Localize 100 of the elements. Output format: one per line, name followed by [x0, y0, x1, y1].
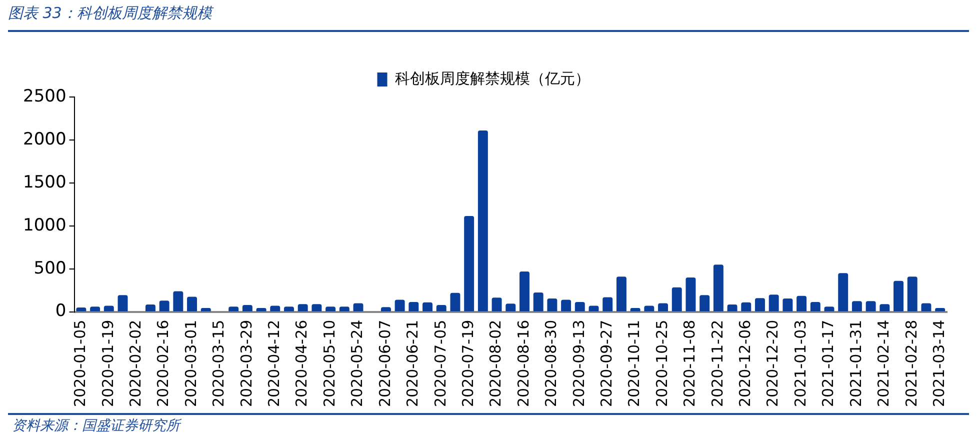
- bar: [907, 276, 918, 312]
- bar: [630, 308, 640, 312]
- bar: [326, 306, 336, 312]
- bar: [810, 302, 820, 312]
- bar: [450, 292, 460, 312]
- bar: [852, 301, 862, 312]
- bar: [187, 296, 197, 312]
- bar: [796, 296, 807, 312]
- bar: [561, 300, 572, 312]
- bar: [616, 276, 626, 312]
- bar: [200, 308, 211, 312]
- bar: [672, 287, 682, 312]
- bar: [422, 302, 432, 312]
- x-tick-label: 2021-02-14: [874, 320, 893, 408]
- bar: [658, 303, 668, 312]
- x-tick-label: 2020-11-08: [680, 320, 699, 408]
- bar: [464, 216, 474, 312]
- x-tick-label: 2020-08-30: [542, 320, 560, 408]
- x-tick-label: 2020-03-15: [210, 320, 228, 408]
- bar: [727, 304, 738, 312]
- bar: [741, 302, 752, 312]
- bar: [838, 273, 848, 312]
- bar: [533, 292, 544, 312]
- x-tick-label: 2020-01-05: [71, 320, 90, 408]
- x-tick-label: 2021-01-31: [846, 320, 865, 408]
- x-tick-label: 2021-03-14: [930, 320, 948, 408]
- bar: [824, 306, 834, 312]
- bar: [894, 280, 904, 312]
- x-tick-label: 2020-07-19: [458, 320, 477, 408]
- bar: [700, 295, 710, 312]
- text: 资料来源：国盛证券研究所: [12, 417, 180, 435]
- x-tick-label: 2020-09-27: [597, 320, 616, 408]
- bar: [574, 302, 585, 312]
- bar: [118, 295, 128, 312]
- bar: [866, 301, 876, 312]
- bar: [270, 306, 280, 312]
- bar: [755, 298, 765, 312]
- bar: [478, 130, 488, 312]
- bar: [353, 303, 364, 312]
- legend-label: 科创板周度解禁规模（亿元）: [394, 69, 590, 88]
- x-tick-label: 2020-04-26: [292, 320, 311, 408]
- bar: [394, 300, 405, 312]
- x-tick-label: 2020-08-16: [514, 320, 532, 408]
- bar: [228, 306, 239, 312]
- x-tick-label: 2020-07-05: [431, 320, 450, 408]
- x-tick-label: 2020-05-24: [348, 320, 366, 408]
- bar: [256, 308, 266, 312]
- bar: [686, 277, 696, 312]
- bar: [602, 297, 613, 312]
- x-tick-label: 2020-03-29: [237, 320, 256, 408]
- x-tick-label: 2020-12-06: [736, 320, 754, 408]
- chart-title: 图表 33：科创板周度解禁规模: [8, 4, 212, 23]
- bar: [768, 294, 779, 312]
- x-tick-label: 2020-10-25: [652, 320, 671, 408]
- bar: [935, 308, 946, 312]
- bar: [312, 304, 322, 312]
- x-tick-label: 2021-01-03: [791, 320, 810, 408]
- x-tick-label: 2020-10-11: [625, 320, 644, 408]
- x-tick-label: 2020-11-22: [708, 320, 726, 408]
- x-tick-label: 2021-01-17: [819, 320, 838, 408]
- bar: [492, 298, 502, 312]
- bar: [104, 306, 114, 312]
- bar: [506, 304, 516, 312]
- y-tick-label: 1500: [23, 172, 66, 192]
- x-tick-label: 2020-06-21: [404, 320, 422, 408]
- x-tick-label: 2021-02-28: [902, 320, 920, 408]
- bar: [547, 298, 558, 312]
- x-tick-label: 2020-06-07: [376, 320, 394, 408]
- bar: [644, 306, 654, 312]
- bar: [519, 271, 530, 312]
- bar: [408, 302, 419, 312]
- bar: [90, 306, 100, 312]
- bar: [339, 306, 350, 312]
- bar: [782, 298, 793, 312]
- bar: [380, 307, 391, 312]
- y-tick-label: 2500: [23, 86, 66, 106]
- x-tick-label: 2020-09-13: [570, 320, 588, 408]
- bar: [436, 304, 446, 312]
- bar: [159, 300, 170, 312]
- x-tick-label: 2020-05-10: [320, 320, 338, 408]
- bar: [921, 303, 932, 312]
- bar: [588, 306, 599, 312]
- x-tick-label: 2020-02-16: [154, 320, 172, 408]
- bar: [713, 264, 724, 312]
- bar: [145, 304, 156, 312]
- y-tick-label: 2000: [23, 129, 66, 150]
- x-tick-label: 2020-02-02: [126, 320, 144, 408]
- y-tick-label: 1000: [23, 215, 66, 236]
- bar: [242, 304, 252, 312]
- y-tick-label: 500: [34, 258, 66, 278]
- bar: [173, 291, 184, 312]
- x-tick-label: 2020-01-19: [98, 320, 117, 408]
- x-tick-label: 2020-12-20: [764, 320, 782, 408]
- bar: [298, 304, 308, 312]
- bar: [880, 304, 890, 312]
- x-tick-label: 2020-04-12: [265, 320, 284, 408]
- x-tick-label: 2020-03-01: [182, 320, 200, 408]
- y-tick-label: 0: [55, 301, 66, 322]
- bar: [284, 306, 294, 312]
- x-tick-label: 2020-08-02: [486, 320, 505, 408]
